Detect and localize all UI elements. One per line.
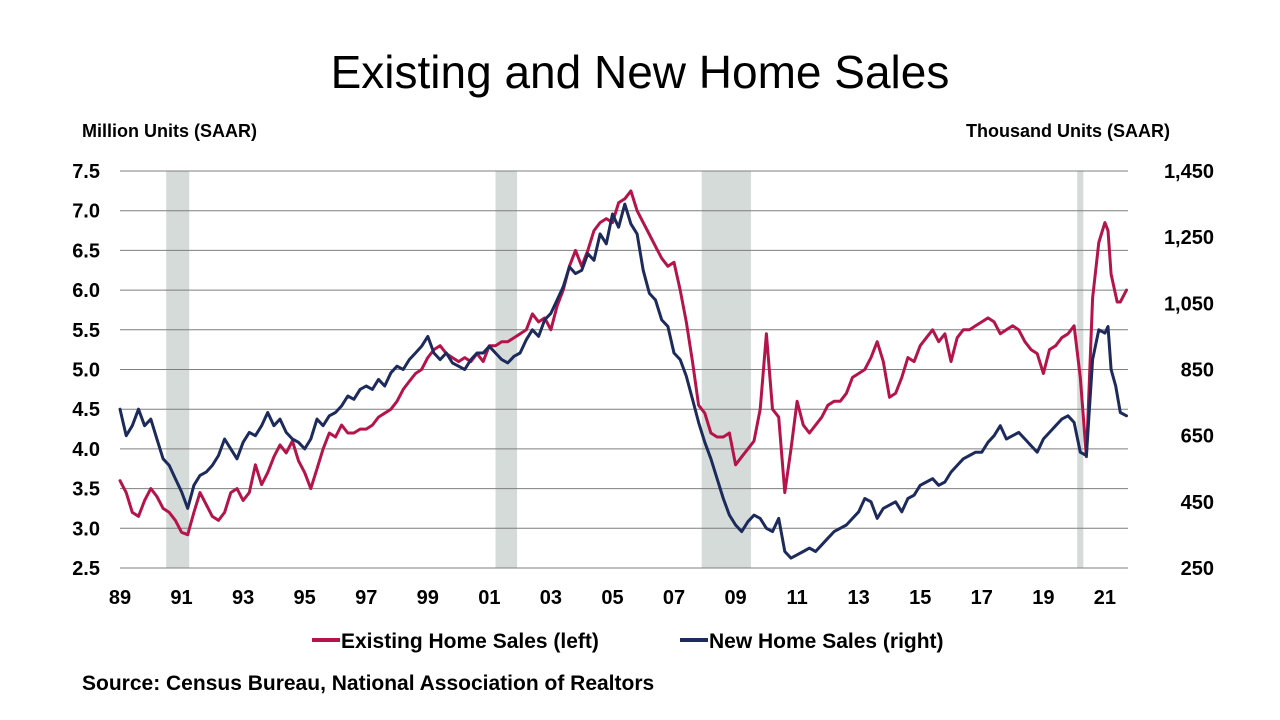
legend-label-new: New Home Sales (right) [709, 630, 944, 653]
left-tick-label-10: 7.5 [72, 161, 100, 183]
left-axis-title: Million Units (SAAR) [82, 121, 257, 141]
left-tick-label-1: 3.0 [72, 518, 100, 540]
x-tick-label-12: 13 [848, 587, 870, 609]
x-tick-label-16: 21 [1094, 587, 1116, 609]
legend-label-existing: Existing Home Sales (left) [341, 630, 599, 653]
right-axis-ticks: 250 450 650 850 1,050 1,250 1,450 [1164, 161, 1214, 580]
left-tick-label-5: 5.0 [72, 360, 100, 382]
right-axis-title: Thousand Units (SAAR) [966, 121, 1170, 141]
legend: Existing Home Sales (left) New Home Sale… [312, 630, 944, 653]
x-tick-label-15: 19 [1032, 587, 1054, 609]
right-tick-label-5: 1,250 [1164, 227, 1214, 249]
x-tick-label-10: 09 [724, 587, 746, 609]
series-lines [118, 189, 1128, 560]
x-tick-label-13: 15 [909, 587, 931, 609]
x-tick-label-3: 95 [294, 587, 316, 609]
x-tick-label-5: 99 [417, 587, 439, 609]
x-tick-label-14: 17 [971, 587, 993, 609]
x-tick-label-8: 05 [601, 587, 623, 609]
left-tick-label-3: 4.0 [72, 439, 100, 461]
x-tick-label-7: 03 [540, 587, 562, 609]
x-tick-label-11: 11 [787, 587, 808, 609]
right-tick-label-4: 1,050 [1164, 293, 1214, 315]
left-tick-label-9: 7.0 [72, 201, 100, 223]
right-tick-label-0: 250 [1181, 558, 1214, 580]
left-tick-label-8: 6.5 [72, 240, 100, 262]
x-axis-ticks: 89 91 93 95 97 99 01 03 05 07 09 11 13 15 17 19 21 [109, 587, 1116, 609]
right-tick-label-2: 650 [1181, 426, 1214, 448]
series-line-new [118, 202, 1128, 560]
left-tick-label-4: 4.5 [72, 399, 100, 421]
x-tick-label-4: 97 [355, 587, 377, 609]
source-note: Source: Census Bureau, National Associat… [82, 672, 654, 695]
x-tick-label-2: 93 [232, 587, 254, 609]
x-tick-label-0: 89 [109, 587, 131, 609]
x-tick-label-9: 07 [663, 587, 685, 609]
left-tick-label-0: 2.5 [72, 558, 100, 580]
left-axis-ticks: 2.5 3.0 3.5 4.0 4.5 5.0 5.5 6.0 6.5 7.0 7.5 [72, 161, 100, 580]
x-tick-label-1: 91 [170, 587, 192, 609]
left-tick-label-2: 3.5 [72, 479, 100, 501]
gridlines [120, 170, 1128, 569]
chart-title: Existing and New Home Sales [331, 46, 950, 98]
x-tick-label-6: 01 [478, 587, 500, 609]
right-tick-label-1: 450 [1181, 492, 1214, 514]
left-tick-label-6: 5.5 [72, 320, 100, 342]
series-line-existing [118, 189, 1128, 537]
right-tick-label-3: 850 [1181, 360, 1214, 382]
right-tick-label-6: 1,450 [1164, 161, 1214, 183]
left-tick-label-7: 6.0 [72, 280, 100, 302]
